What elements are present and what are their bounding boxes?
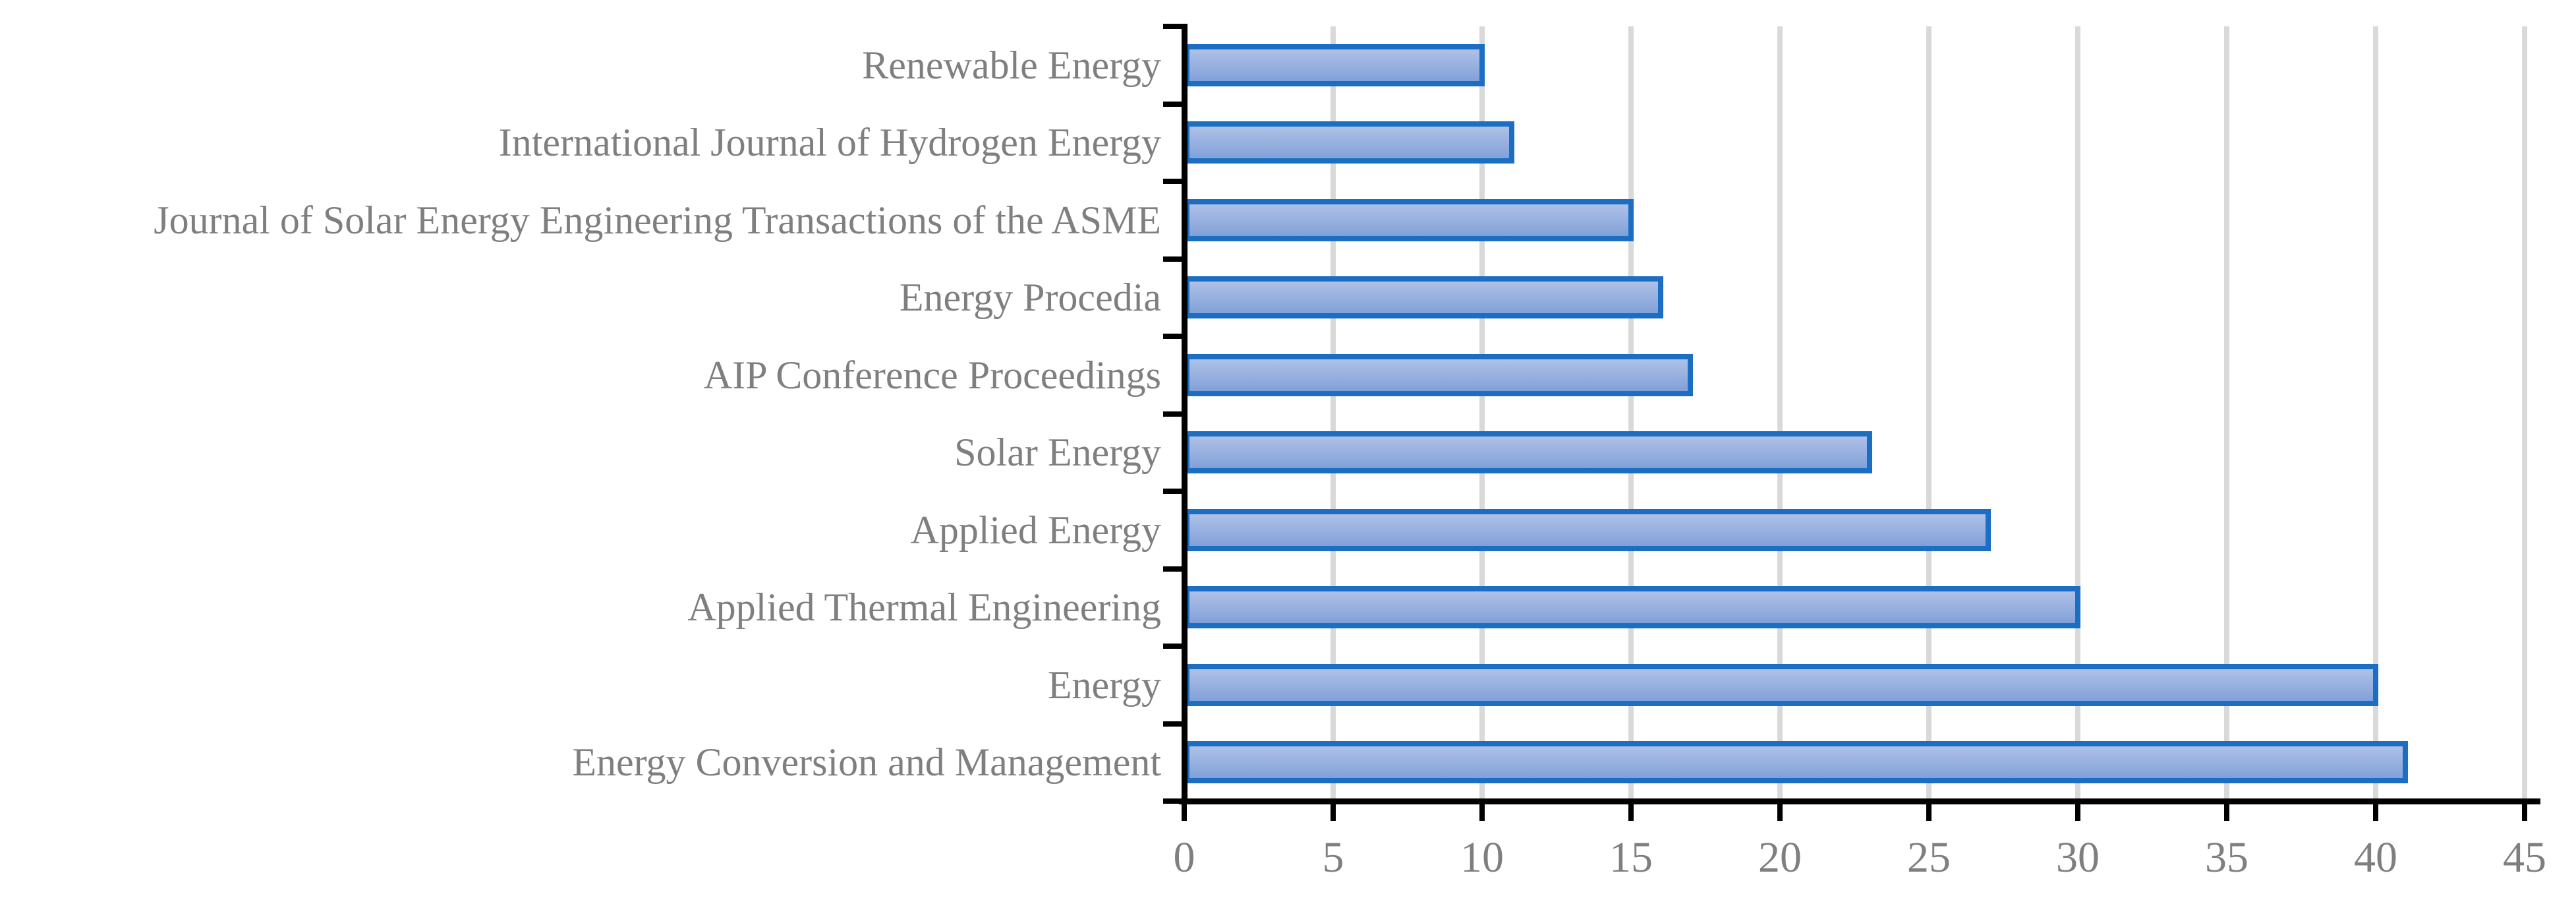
- value-axis-tick: [1628, 801, 1634, 821]
- value-axis-tick: [2075, 801, 2080, 821]
- category-label: Applied Thermal Engineering: [687, 585, 1161, 630]
- category-axis-tick: [1163, 24, 1182, 29]
- bar: [1184, 508, 1991, 551]
- gridline: [2373, 26, 2378, 798]
- value-axis-tick: [1331, 801, 1336, 821]
- bar: [1184, 198, 1634, 241]
- category-axis-tick: [1163, 721, 1182, 727]
- category-label: Energy Conversion and Management: [572, 740, 1161, 785]
- gridline: [2522, 26, 2527, 798]
- category-label: Renewable Energy: [862, 43, 1161, 87]
- bar: [1184, 741, 2409, 784]
- category-axis-tick: [1163, 101, 1182, 107]
- value-axis-tick-label: 20: [1758, 833, 1802, 882]
- value-axis-tick: [2373, 801, 2378, 821]
- bar: [1184, 121, 1515, 164]
- gridline: [1331, 26, 1336, 798]
- bar: [1184, 586, 2080, 629]
- value-axis-tick-label: 15: [1609, 833, 1653, 882]
- category-axis-tick: [1163, 411, 1182, 417]
- category-axis-tick: [1163, 256, 1182, 262]
- value-axis-tick-label: 0: [1173, 833, 1195, 882]
- category-label: Journal of Solar Energy Engineering Tran…: [154, 198, 1161, 242]
- category-axis-tick: [1163, 179, 1182, 184]
- bar: [1184, 353, 1694, 396]
- gridline: [1479, 26, 1485, 798]
- bar: [1184, 44, 1485, 86]
- value-axis-tick-label: 25: [1907, 833, 1951, 882]
- category-label: Energy: [1047, 663, 1161, 707]
- value-axis-tick-label: 30: [2056, 833, 2100, 882]
- value-axis-tick: [1926, 801, 1932, 821]
- category-axis-tick: [1163, 566, 1182, 572]
- bar: [1184, 663, 2378, 706]
- value-axis-tick: [1182, 801, 1187, 821]
- value-axis-tick-label: 35: [2205, 833, 2248, 882]
- category-axis-tick: [1163, 489, 1182, 494]
- category-axis-tick: [1163, 644, 1182, 649]
- gridline: [1926, 26, 1932, 798]
- value-axis-tick-label: 40: [2354, 833, 2397, 882]
- value-axis-tick: [1777, 801, 1783, 821]
- category-label: Energy Procedia: [899, 276, 1161, 320]
- value-axis-tick-label: 45: [2503, 833, 2546, 882]
- value-axis-tick: [2522, 801, 2527, 821]
- category-axis-tick: [1163, 798, 1182, 804]
- bar: [1184, 431, 1872, 474]
- value-axis-tick: [2224, 801, 2229, 821]
- gridline: [2075, 26, 2080, 798]
- gridline: [1628, 26, 1634, 798]
- value-axis-line: [1179, 798, 2540, 804]
- category-axis-tick: [1163, 334, 1182, 339]
- category-label: AIP Conference Proceedings: [703, 353, 1161, 397]
- value-axis-tick-label: 10: [1460, 833, 1504, 882]
- category-label: International Journal of Hydrogen Energy: [498, 121, 1161, 165]
- bar: [1184, 276, 1664, 319]
- category-label: Solar Energy: [954, 431, 1161, 475]
- category-label: Applied Energy: [910, 508, 1161, 552]
- value-axis-tick-label: 5: [1322, 833, 1344, 882]
- category-axis-line: [1182, 24, 1188, 804]
- value-axis-tick: [1479, 801, 1485, 821]
- gridline: [1777, 26, 1783, 798]
- gridline: [2224, 26, 2229, 798]
